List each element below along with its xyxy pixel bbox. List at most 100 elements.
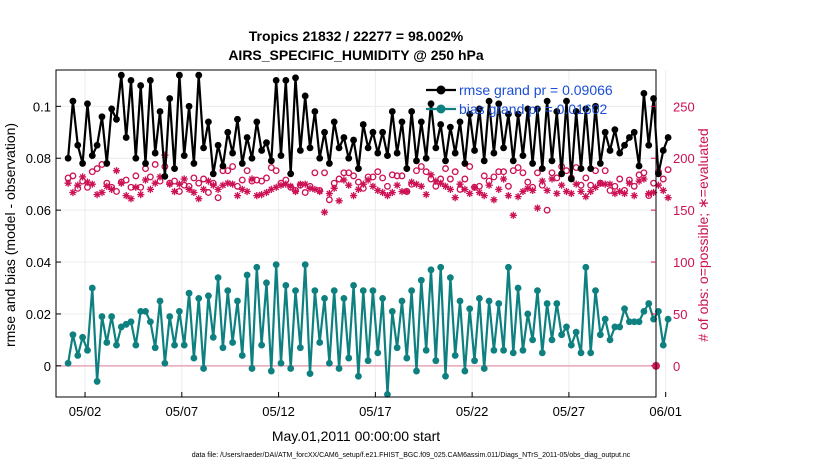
obs-evaluated-marker (461, 185, 469, 193)
bias-point (427, 266, 435, 274)
obs-evaluated-marker (519, 187, 527, 196)
obs-evaluated-marker (316, 187, 324, 196)
bias-point (263, 279, 270, 287)
bias-point (485, 297, 493, 305)
obs-evaluated-marker (253, 192, 261, 200)
bias-point (388, 307, 396, 315)
rmse-point (456, 118, 464, 126)
obs-possible-marker (553, 174, 561, 182)
y2-tick-label: 0 (673, 359, 680, 374)
obs-evaluated-marker (267, 185, 275, 193)
rmse-point (621, 141, 628, 149)
obs-evaluated-marker (654, 181, 662, 189)
bias-point (258, 341, 266, 349)
obs-possible-marker (509, 167, 517, 175)
obs-possible-marker (69, 172, 77, 180)
obs-evaluated-marker (625, 179, 633, 187)
rmse-point (475, 105, 483, 113)
obs-evaluated-marker (529, 186, 537, 194)
rmse-point (369, 128, 377, 136)
rmse-point (601, 128, 609, 136)
rmse-point (316, 154, 324, 162)
bias-point (200, 365, 207, 372)
bias-point (466, 305, 474, 313)
plot-frame (55, 69, 657, 398)
rmse-point (98, 113, 106, 121)
bias-point (330, 287, 338, 294)
bias-point (74, 352, 82, 359)
bias-point (514, 284, 522, 292)
obs-possible-marker (190, 174, 198, 182)
obs-evaluated-marker (108, 185, 116, 193)
rmse-point (471, 147, 478, 154)
obs-evaluated-marker (103, 182, 111, 190)
obs-evaluated-marker (262, 188, 271, 197)
rmse-point (485, 97, 493, 105)
rmse-point (427, 100, 435, 108)
obs-evaluated-marker (630, 192, 638, 200)
obs-evaluated-marker (151, 179, 159, 187)
obs-possible-marker (504, 182, 512, 190)
obs-possible-marker (350, 172, 358, 180)
rmse-point (151, 149, 159, 157)
obs-evaluated-marker (93, 191, 101, 199)
obs-evaluated-marker (340, 176, 348, 184)
bias-point (529, 336, 537, 344)
bias-point (132, 341, 140, 349)
obs-evaluated-marker (398, 187, 406, 196)
rmse-point (248, 154, 256, 162)
rmse-point (238, 160, 246, 167)
obs-evaluated-marker (383, 192, 392, 200)
bias-point (558, 331, 566, 339)
rmse-point (253, 118, 261, 126)
obs-possible-marker (417, 163, 425, 170)
rmse-point (166, 95, 174, 102)
rmse-point (84, 100, 91, 108)
bias-point (601, 315, 609, 323)
rmse-point (258, 147, 266, 154)
obs-evaluated-marker (524, 184, 532, 192)
obs-evaluated-marker (601, 180, 609, 188)
bias-point (340, 294, 348, 302)
bias-point (635, 318, 643, 326)
rmse-point (171, 165, 178, 173)
obs-evaluated-marker (466, 189, 474, 198)
obs-evaluated-marker (229, 180, 237, 188)
rmse-point (567, 175, 575, 183)
obs-evaluated-marker (640, 175, 648, 183)
obs-evaluated-marker (606, 180, 614, 188)
rmse-point (205, 118, 212, 126)
legend-bias-marker (436, 104, 446, 114)
obs-evaluated-marker (558, 181, 566, 189)
rmse-point (340, 134, 348, 141)
rmse-point (563, 97, 570, 105)
bias-point (630, 318, 638, 326)
rmse-point (616, 149, 624, 157)
obs-evaluated-marker (69, 188, 77, 197)
rmse-point (122, 134, 130, 141)
obs-evaluated-marker (562, 187, 571, 196)
obs-evaluated-marker (480, 192, 488, 200)
rmse-point (359, 121, 367, 128)
rmse-point (432, 144, 440, 152)
rmse-point (161, 173, 169, 180)
rmse-point (388, 108, 396, 115)
rmse-point (524, 105, 532, 113)
x-tick-label: 05/27 (553, 404, 586, 419)
bias-point (84, 346, 91, 354)
obs-possible-marker (345, 169, 353, 177)
bias-point (524, 310, 532, 318)
obs-possible-marker (151, 161, 159, 168)
obs-possible-marker (480, 172, 488, 180)
obs-evaluated-marker (161, 151, 169, 159)
rmse-point (345, 154, 353, 162)
obs-possible-marker (229, 163, 237, 170)
bias-point (384, 391, 391, 398)
rmse-point (625, 134, 633, 141)
obs-evaluated-marker (243, 187, 251, 196)
bias-point (519, 346, 527, 354)
bias-point (267, 367, 275, 375)
bias-point (88, 284, 96, 292)
bias-point (224, 287, 232, 294)
footer-data-file: data file: /Users/raeder/DAI/ATM_forcXX/… (192, 452, 631, 459)
